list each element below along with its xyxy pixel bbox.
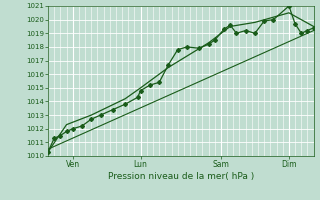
X-axis label: Pression niveau de la mer( hPa ): Pression niveau de la mer( hPa ) bbox=[108, 172, 254, 181]
